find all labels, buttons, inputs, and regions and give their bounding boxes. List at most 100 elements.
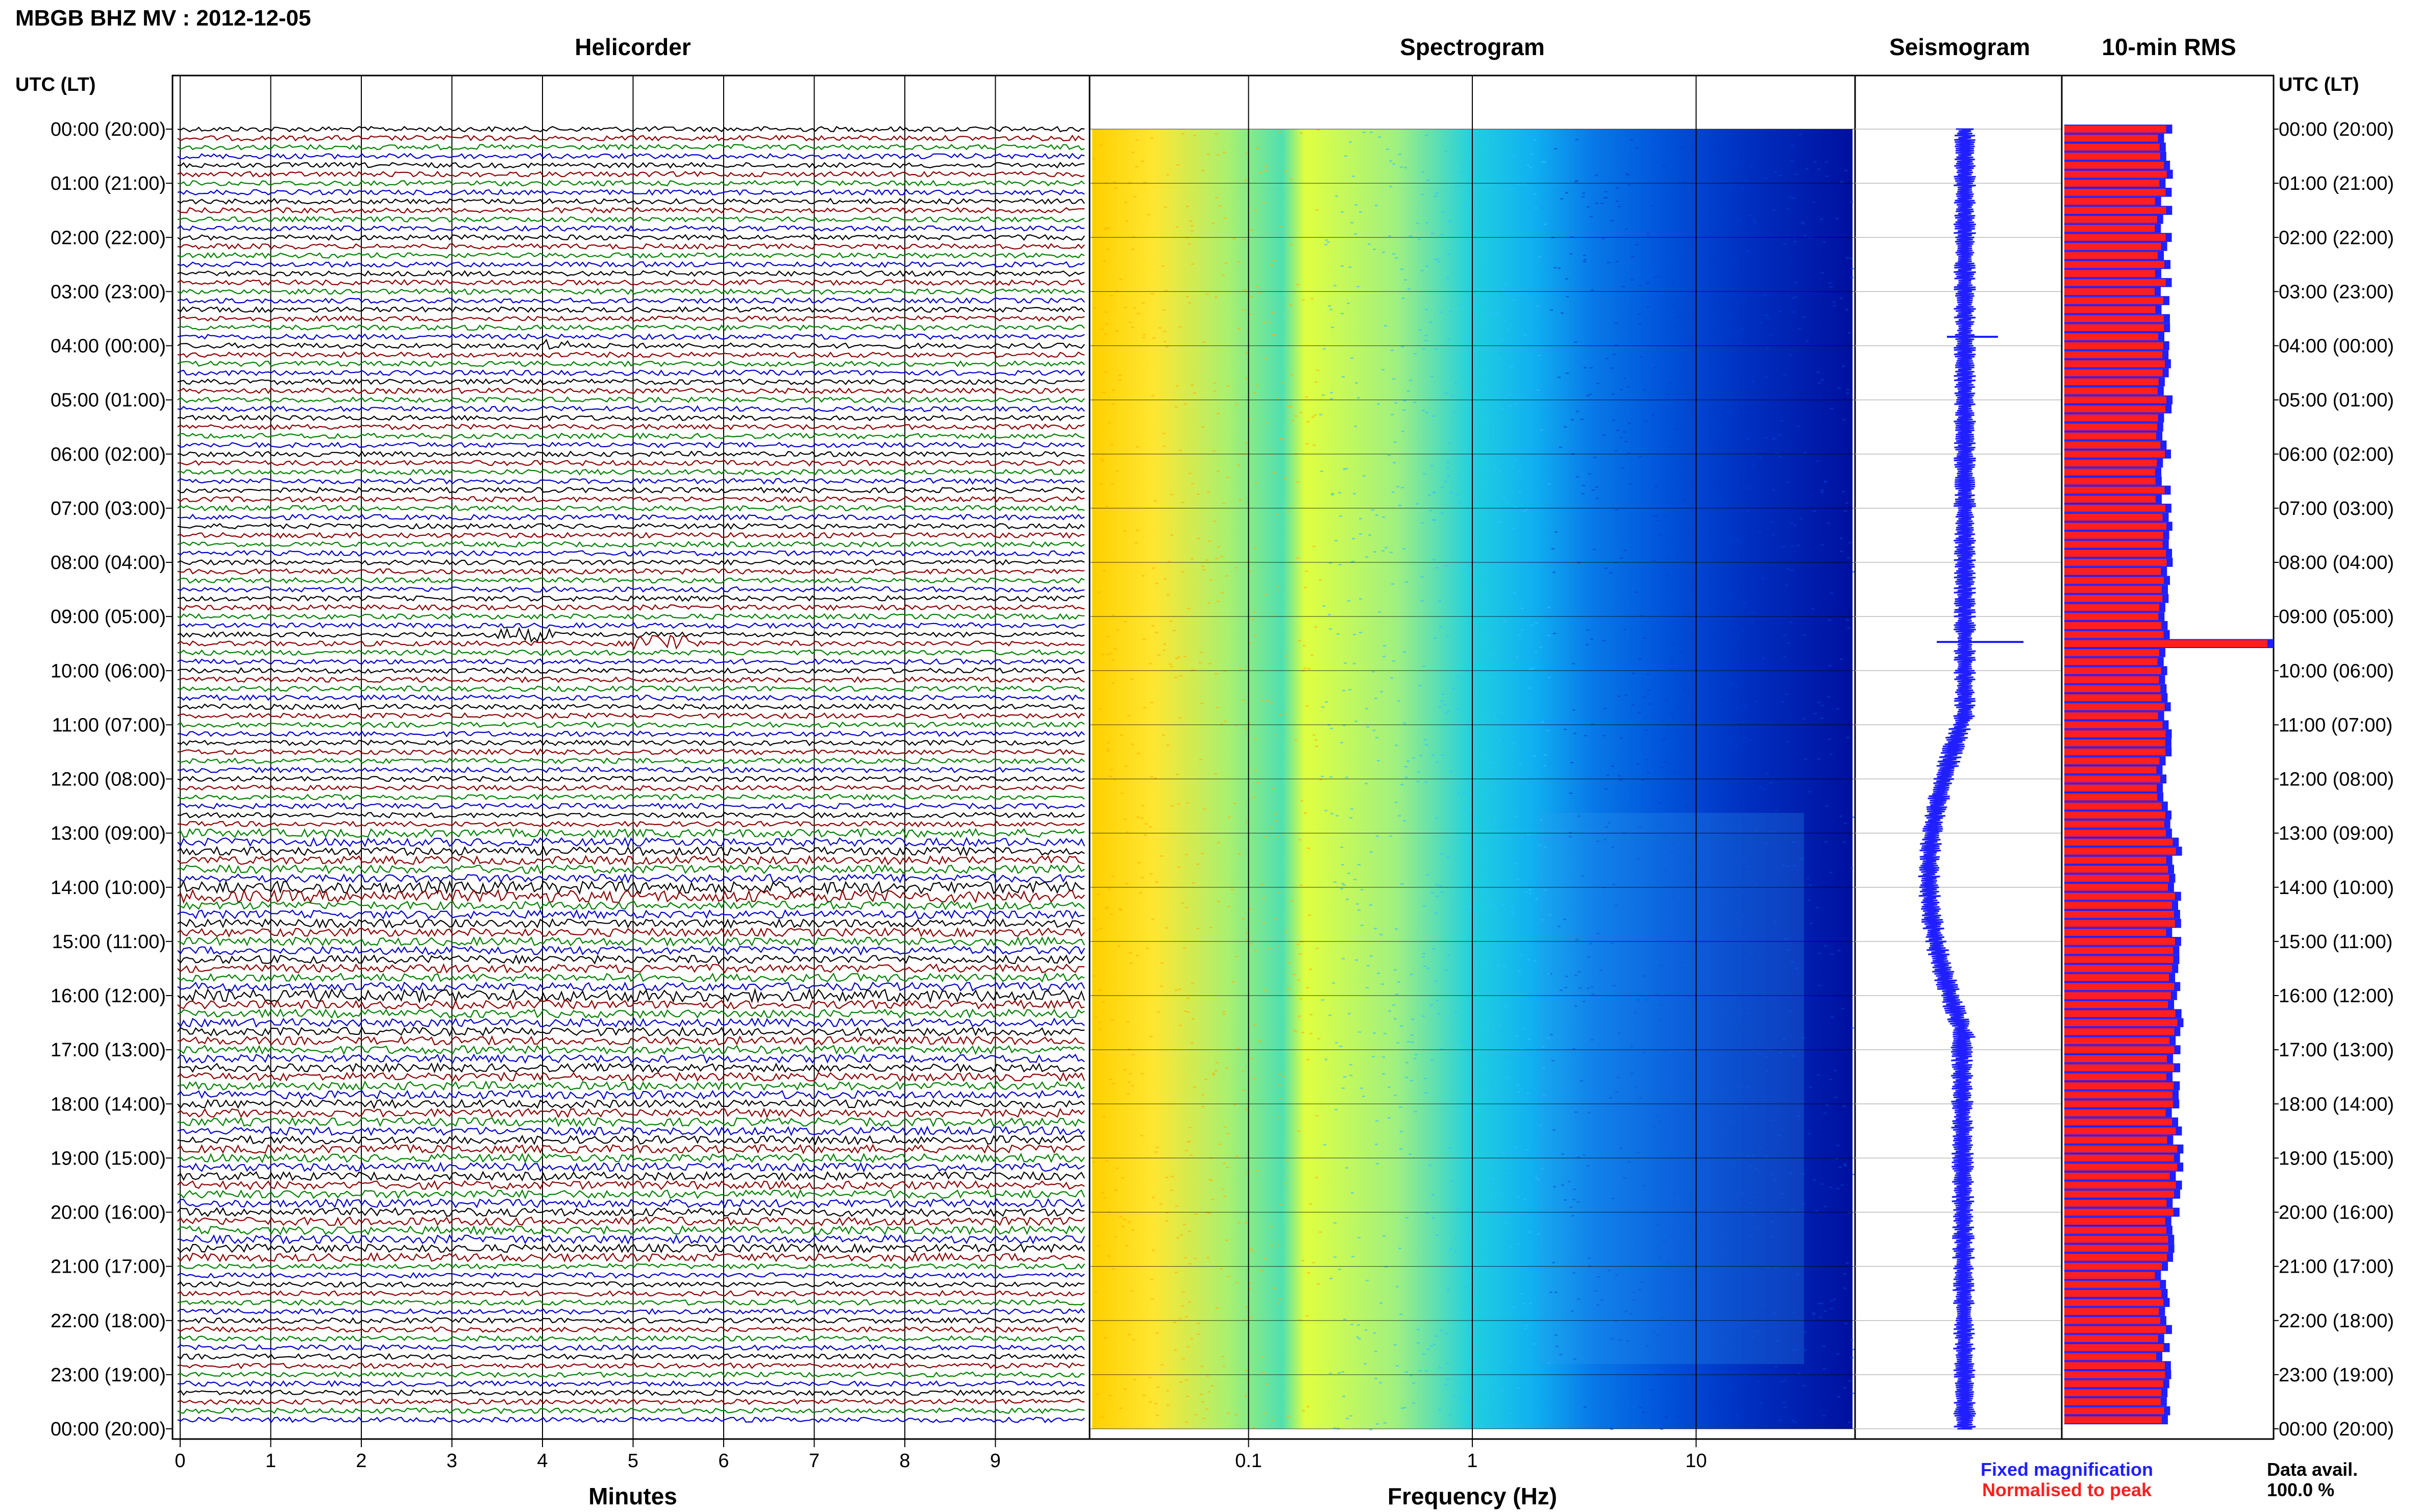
time-label-right: 06:00 (02:00) (2279, 444, 2394, 465)
helicorder-trace (177, 1099, 1085, 1109)
helicorder-trace (177, 757, 1085, 764)
time-labels-left: 00:00 (20:00) 01:00 (21:00) 02:00 (22:00) 0… (51, 119, 172, 1440)
helicorder-trace (177, 1053, 1085, 1064)
rms-bar-normalised (2064, 1064, 2175, 1072)
helicorder-trace (177, 1252, 1085, 1263)
rms-bar-normalised (2064, 532, 2163, 539)
rms-bar-normalised (2064, 766, 2157, 774)
time-label-left: 19:00 (15:00) (51, 1148, 166, 1169)
rms-bar-normalised (2064, 1344, 2164, 1351)
rms-bar-normalised (2064, 1308, 2159, 1315)
time-label-right: 08:00 (04:00) (2279, 552, 2394, 574)
time-label-left: 22:00 (18:00) (51, 1310, 166, 1332)
helicorder-trace (177, 180, 1085, 187)
helicorder-trace (177, 378, 1085, 385)
rms-bar-normalised (2064, 1371, 2165, 1378)
rms-bar-normalised (2064, 739, 2165, 747)
helicorder-trace (177, 1398, 1085, 1405)
rms-bar-normalised (2064, 567, 2161, 575)
rms-bar-normalised (2064, 577, 2164, 584)
helicorder-trace (177, 634, 1085, 650)
rms-bar-normalised (2064, 234, 2166, 241)
minutes-tick-label: 6 (718, 1450, 729, 1472)
helicorder-trace (177, 963, 1085, 974)
time-label-left: 05:00 (01:00) (51, 390, 166, 411)
helicorder-trace (177, 540, 1085, 548)
helicorder-trace (177, 1225, 1085, 1236)
helicorder-trace (177, 1353, 1085, 1360)
helicorder-trace (177, 613, 1085, 620)
rms-bar-normalised (2064, 983, 2175, 990)
time-label-right: 11:00 (07:00) (2279, 714, 2392, 736)
rms-bar-normalised (2064, 188, 2166, 196)
helicorder-trace (177, 252, 1085, 259)
time-label-left: 12:00 (08:00) (51, 769, 166, 790)
rms-bar-normalised (2064, 1118, 2173, 1126)
helicorder-trace (177, 405, 1085, 412)
legend-fixed-magnification: Fixed magnification (1981, 1459, 2153, 1480)
helicorder-trace (177, 297, 1085, 304)
helicorder-trace (177, 1035, 1085, 1046)
helicorder-trace (177, 703, 1085, 710)
rms-bar-normalised (2064, 540, 2163, 548)
helicorder-trace (177, 234, 1085, 241)
helicorder-trace (177, 1371, 1085, 1378)
rms-bar-normalised (2064, 1398, 2161, 1405)
rms-bar-normalised (2064, 1073, 2167, 1081)
data-availability-label: Data avail. (2267, 1459, 2358, 1480)
helicorder-trace (177, 144, 1085, 151)
rms-bar-normalised (2064, 1109, 2166, 1117)
helicorder-trace (177, 873, 1085, 884)
rms-bar-normalised (2064, 848, 2176, 855)
helicorder-trace (177, 784, 1085, 791)
rms-bar-normalised (2064, 333, 2158, 340)
rms-bar-normalised (2064, 658, 2158, 665)
rms-bar-normalised (2064, 1218, 2165, 1225)
rms-bar-normalised (2064, 685, 2161, 692)
helicorder-trace (177, 360, 1085, 367)
rms-bar-normalised (2064, 1416, 2162, 1424)
helicorder-trace (177, 126, 1085, 133)
rms-bar-normalised (2064, 667, 2161, 675)
rms-bar-normalised (2064, 134, 2158, 142)
helicorder-trace (177, 568, 1085, 575)
rms-bar-normalised (2064, 297, 2163, 304)
helicorder-trace (177, 1207, 1085, 1218)
time-label-right: 12:00 (08:00) (2279, 769, 2394, 790)
rms-bar-normalised (2064, 1001, 2168, 1008)
helicorder-trace (177, 1180, 1085, 1191)
helicorder-trace (177, 450, 1085, 458)
helicorder-trace (177, 667, 1085, 674)
helicorder-trace (177, 846, 1085, 857)
rms-bar-normalised (2064, 288, 2155, 295)
time-label-left: 17:00 (13:00) (51, 1039, 166, 1061)
rms-bar-normalised (2064, 829, 2166, 837)
time-label-right: 05:00 (01:00) (2279, 390, 2394, 411)
helicorder-trace (177, 586, 1085, 593)
helicorder-trace (177, 270, 1085, 277)
rms-bar-normalised (2064, 694, 2162, 702)
helicorder-trace (177, 243, 1085, 250)
rms-bar-normalised (2064, 1299, 2164, 1306)
helicorder-trace (177, 712, 1085, 720)
time-label-right: 21:00 (17:00) (2279, 1256, 2394, 1278)
rms-bar-normalised (2064, 1100, 2174, 1108)
time-label-right: 09:00 (05:00) (2279, 606, 2394, 628)
helicorder-trace (177, 261, 1085, 268)
rms-bar-normalised (2064, 1262, 2162, 1270)
legend-normalised-to-peak: Normalised to peak (1982, 1479, 2152, 1500)
rms-bar-normalised (2064, 838, 2173, 846)
minutes-tick-label: 7 (809, 1450, 820, 1472)
helicorder-trace (177, 134, 1085, 142)
rms-bar-normalised (2064, 423, 2157, 431)
helicorder-trace (177, 685, 1085, 692)
rms-bar-normalised (2064, 875, 2169, 882)
rms-panel (2061, 75, 2275, 1440)
minutes-tick-label: 2 (356, 1450, 366, 1472)
rms-title: 10-min RMS (2102, 34, 2236, 60)
rms-bar-normalised (2064, 1163, 2178, 1171)
rms-bar-normalised (2064, 360, 2165, 367)
time-label-right: 10:00 (06:00) (2279, 660, 2394, 682)
rms-bar-normalised (2064, 613, 2159, 620)
